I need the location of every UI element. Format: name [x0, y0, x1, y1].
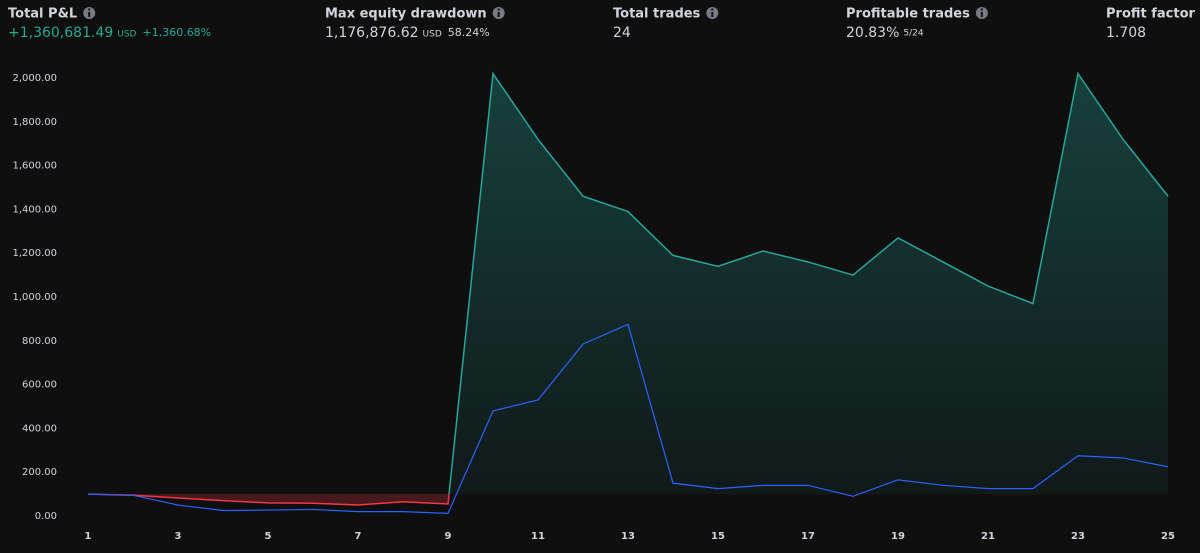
y-tick-label: 800.00 [22, 336, 57, 347]
y-tick-label: 1,600.00 [12, 161, 57, 172]
stat-label: Total trades [613, 7, 701, 22]
x-tick-label: 9 [445, 531, 452, 542]
x-tick-label: 5 [265, 531, 272, 542]
stat-extra: 58.24% [448, 26, 490, 39]
stat-value: 1,176,876.62 [325, 25, 419, 41]
y-tick-label: 0.00 [35, 511, 57, 522]
stat-label: Total P&L [8, 7, 77, 22]
x-tick-label: 3 [175, 531, 182, 542]
stat-value: +1,360,681.49 [8, 25, 113, 41]
y-tick-label: 1,200.00 [12, 248, 57, 259]
drawdown-line [87, 323, 1169, 514]
y-tick-label: 2,000.00 [12, 73, 57, 84]
stat-label: Max equity drawdown [325, 7, 487, 22]
x-tick-label: 25 [1161, 531, 1175, 542]
info-icon [975, 7, 988, 19]
x-tick-label: 21 [981, 531, 995, 542]
info-icon [706, 7, 719, 19]
stat-value: 20.83% [846, 25, 899, 41]
stat-extra: 5/24 [903, 29, 923, 39]
y-tick-label: 400.00 [22, 423, 57, 434]
y-tick-label: 600.00 [22, 380, 57, 391]
equity-area [88, 73, 1168, 506]
x-tick-label: 15 [711, 531, 725, 542]
stat-label: Profitable trades [846, 7, 970, 22]
stat-value: 1.708 [1106, 25, 1146, 41]
y-tick-label: 1,800.00 [12, 117, 57, 128]
info-icon [492, 7, 505, 19]
x-tick-label: 19 [891, 531, 905, 542]
equity-line [87, 71, 1169, 506]
y-tick-label: 1,000.00 [12, 292, 57, 303]
y-tick-label: 200.00 [22, 467, 57, 478]
x-tick-label: 17 [801, 531, 815, 542]
x-tick-label: 1 [85, 531, 92, 542]
y-tick-label: 1,400.00 [12, 204, 57, 215]
x-tick-label: 11 [531, 531, 545, 542]
stat-unit: USD [117, 30, 136, 40]
stat-extra: +1,360.68% [142, 26, 211, 39]
x-tick-label: 13 [621, 531, 635, 542]
stat-unit: USD [423, 30, 442, 40]
x-tick-label: 7 [355, 531, 362, 542]
stat-value: 24 [613, 25, 631, 41]
x-tick-label: 23 [1071, 531, 1085, 542]
info-icon [83, 7, 96, 19]
stat-label: Profit factor [1106, 7, 1196, 22]
